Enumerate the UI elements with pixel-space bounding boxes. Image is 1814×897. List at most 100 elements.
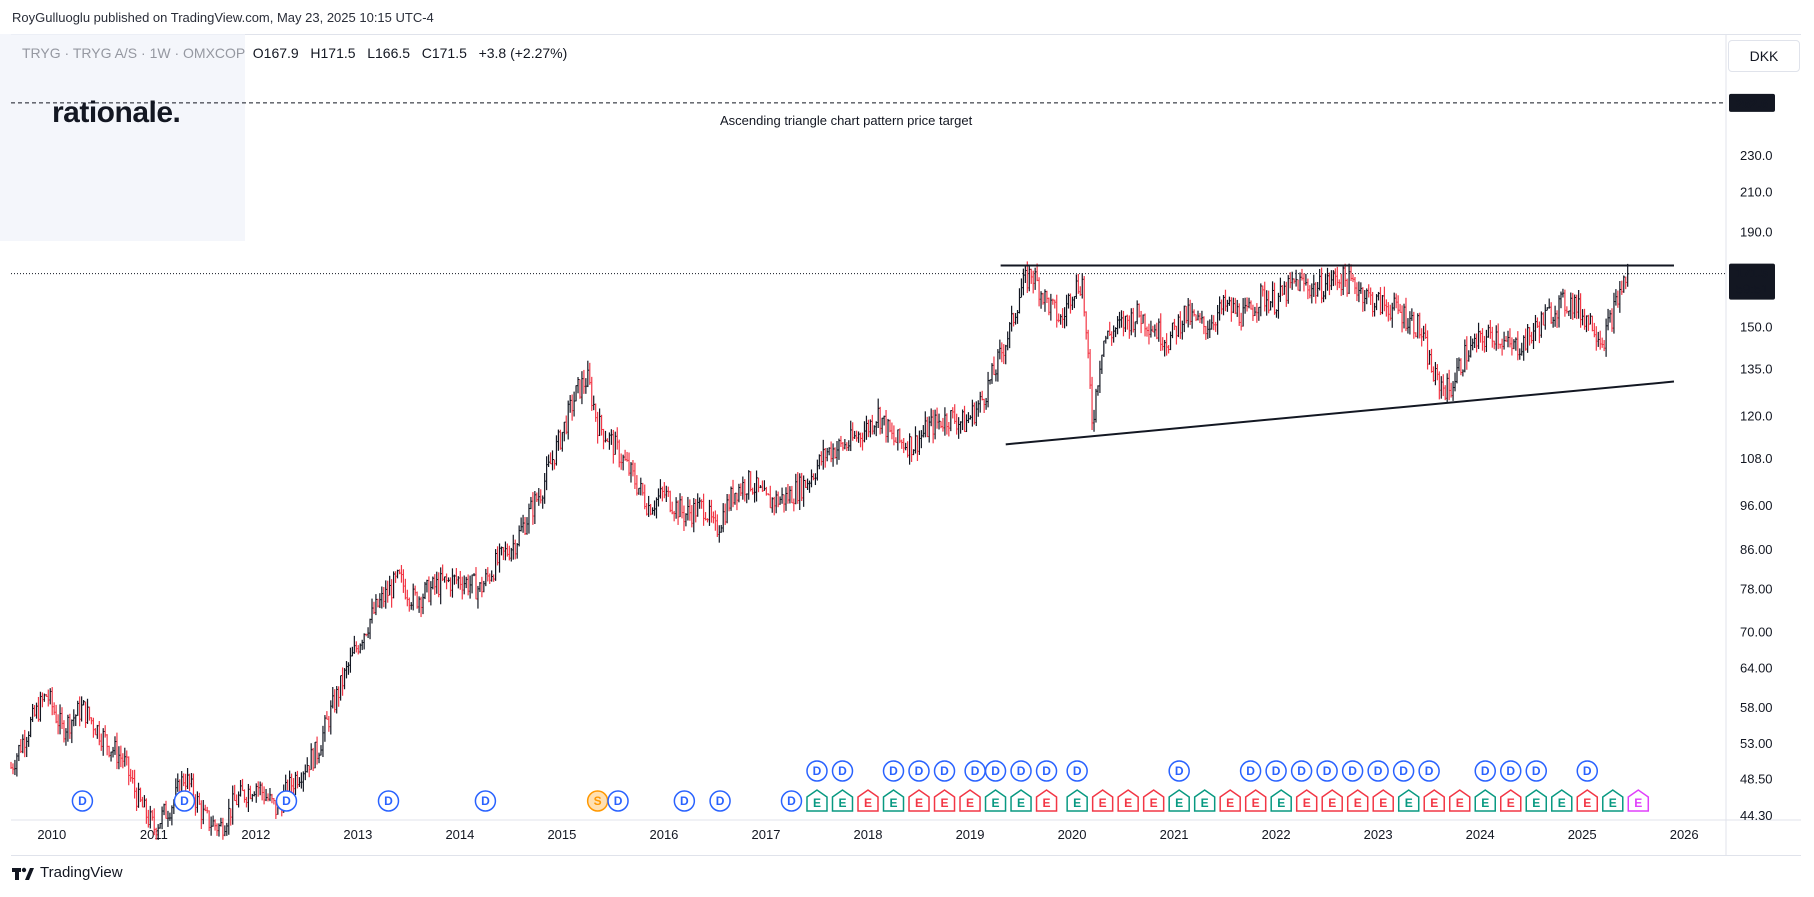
price-tick-label: 210.0	[1740, 184, 1773, 199]
earnings-badge-label: E	[1379, 796, 1387, 810]
low-value: L166.5	[367, 45, 411, 61]
dividend-badge	[806, 760, 828, 782]
dividend-badge	[1367, 760, 1389, 782]
footer-brand-label: TradingView	[40, 864, 123, 881]
earnings-badge	[1066, 789, 1088, 812]
dividend-badge	[1168, 760, 1190, 782]
time-tick-label: 2021	[1160, 827, 1189, 842]
time-tick-label: 2019	[956, 827, 985, 842]
dividend-badge-label: D	[971, 764, 980, 778]
earnings-badge-label: E	[1634, 796, 1642, 810]
dividend-badge-label: D	[481, 794, 490, 808]
dividend-badge-label: D	[991, 764, 1000, 778]
earnings-badge	[1551, 789, 1573, 812]
price-tick-label: 108.0	[1740, 451, 1773, 466]
dividend-badge	[71, 790, 94, 812]
tradingview-logo-icon	[12, 866, 34, 880]
price-tick-label: 78.00	[1740, 581, 1773, 596]
time-tick-label: 2020	[1058, 827, 1087, 842]
dividend-badge-label: D	[78, 794, 87, 808]
price-tick-label: 64.00	[1740, 661, 1773, 676]
earnings-badge-label: E	[941, 796, 949, 810]
earnings-badge-label: E	[1507, 796, 1515, 810]
dividend-badge	[1341, 760, 1364, 782]
earnings-badge	[1448, 789, 1471, 812]
dividend-badge	[1474, 760, 1496, 782]
earnings-badge	[1423, 789, 1445, 812]
dividend-badge	[1239, 760, 1262, 782]
time-tick-label: 2026	[1670, 827, 1699, 842]
price-tick-label: 190.0	[1740, 225, 1773, 240]
price-tick-label: 96.00	[1740, 498, 1773, 513]
price-tick-label: 58.00	[1740, 700, 1773, 715]
dividend-badge-label: D	[813, 764, 822, 778]
earnings-badge-label: E	[864, 796, 872, 810]
dividend-badge	[882, 760, 905, 782]
dividend-badge-label: D	[838, 764, 847, 778]
time-tick-label: 2022	[1262, 827, 1291, 842]
time-tick-label: 2010	[37, 827, 66, 842]
earnings-badge-label: E	[966, 796, 974, 810]
dividend-badge-label: D	[1073, 764, 1082, 778]
change-value: +3.8 (+2.27%)	[478, 45, 568, 61]
earnings-badge-label: E	[1481, 796, 1489, 810]
earnings-badge-label: E	[1150, 796, 1158, 810]
candles-group	[10, 261, 1630, 840]
dividend-badge	[709, 790, 731, 812]
last-price-badge	[1729, 263, 1775, 300]
earnings-badge	[1602, 789, 1624, 812]
earnings-badge	[1397, 789, 1420, 812]
dividend-badge	[831, 760, 854, 782]
earnings-badge-label: E	[1609, 796, 1617, 810]
split-badge-label: S	[594, 794, 602, 808]
earnings-badge-label: E	[1558, 796, 1566, 810]
dividend-badge	[474, 790, 497, 812]
earnings-badge-label: E	[1073, 796, 1081, 810]
time-tick-label: 2013	[343, 827, 372, 842]
earnings-badge-label: E	[1303, 796, 1311, 810]
dividend-badge-label: D	[1042, 764, 1051, 778]
footer-brand[interactable]: TradingView	[12, 864, 123, 881]
dividend-badge	[1500, 760, 1522, 782]
annotation-text: Ascending triangle chart pattern price t…	[720, 113, 973, 128]
dividend-badge-label: D	[1583, 764, 1592, 778]
earnings-badge	[1091, 789, 1114, 812]
dividend-badge	[1265, 760, 1287, 782]
dividend-badge-label: D	[1374, 764, 1383, 778]
symbol-label: TRYG · TRYG A/S · 1W · OMXCOP	[22, 45, 246, 61]
earnings-badge-label: E	[1430, 796, 1438, 810]
dividend-badge	[1392, 760, 1415, 782]
earnings-badge	[1142, 789, 1165, 812]
dividend-badge-label: D	[614, 794, 623, 808]
earnings-badge	[831, 789, 854, 812]
dividend-badge-label: D	[940, 764, 949, 778]
price-tick-label: 48.50	[1740, 772, 1773, 787]
dividend-badge	[1576, 760, 1599, 782]
time-tick-label: 2023	[1364, 827, 1393, 842]
dividend-badge-label: D	[1323, 764, 1332, 778]
price-tick-label: 230.0	[1740, 148, 1773, 163]
symbol-info: TRYG · TRYG A/S · 1W · OMXCOP O167.9 H17…	[22, 45, 567, 61]
target-price-label: 262.6	[1736, 96, 1769, 111]
dividend-badge	[377, 790, 400, 812]
earnings-badge-label: E	[1017, 796, 1025, 810]
trendline-support	[1005, 380, 1675, 446]
earnings-badge-label: E	[1532, 796, 1540, 810]
earnings-badge-label: E	[1328, 796, 1336, 810]
earnings-badge	[984, 789, 1007, 812]
earnings-badge	[1627, 789, 1650, 812]
time-tick-label: 2014	[445, 827, 474, 842]
price-tick-label: 86.00	[1740, 542, 1773, 557]
target-price-badge	[1729, 93, 1775, 112]
dividend-badge-label: D	[1297, 764, 1306, 778]
close-value: C171.5	[421, 45, 467, 61]
time-tick-label: 2017	[752, 827, 781, 842]
time-tick-label: 2015	[547, 827, 576, 842]
dividend-badge-label: D	[1532, 764, 1541, 778]
price-tick-label: 150.0	[1740, 319, 1773, 334]
currency-button[interactable]: DKK	[1728, 40, 1800, 72]
earnings-badge-label: E	[1124, 796, 1132, 810]
time-tick-label: 2024	[1466, 827, 1495, 842]
time-tick-label: 2018	[854, 827, 883, 842]
